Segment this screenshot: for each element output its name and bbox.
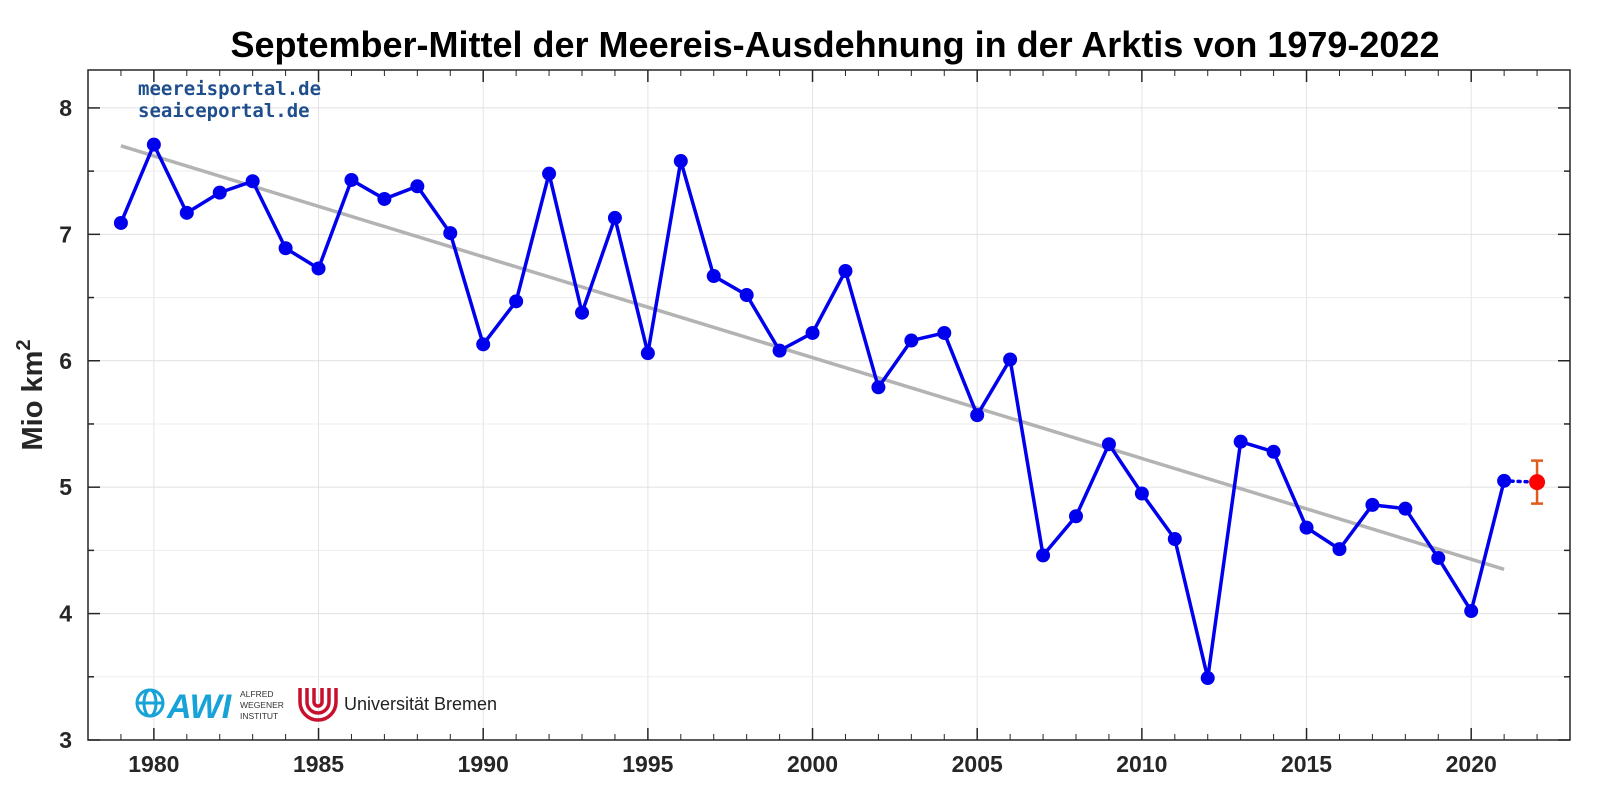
x-tick-label: 1985 [293, 751, 344, 777]
data-point [1332, 542, 1347, 557]
data-point [1200, 671, 1215, 686]
data-point [673, 154, 688, 169]
estimate-2022 [1502, 459, 1546, 505]
y-axis-label-superscript: 2 [13, 339, 35, 350]
y-tick-label: 4 [59, 601, 72, 627]
data-point [871, 380, 886, 395]
data-point [179, 205, 194, 220]
y-tick-label: 3 [59, 727, 72, 753]
data-point [970, 408, 985, 423]
x-tick-label: 2020 [1446, 751, 1497, 777]
data-point [344, 172, 359, 187]
x-tick-label: 2010 [1116, 751, 1167, 777]
awi-name-line3: INSTITUT [240, 711, 278, 721]
trend-line-segment [120, 144, 1505, 572]
data-point [1299, 520, 1314, 535]
data-point [311, 261, 326, 276]
y-tick-label: 6 [59, 348, 72, 374]
data-point [772, 343, 787, 358]
data-point [607, 210, 622, 225]
data-point [1069, 509, 1083, 524]
data-point [1365, 497, 1380, 512]
data-point [410, 179, 425, 194]
data-point [509, 294, 524, 309]
data-point [1003, 352, 1018, 367]
x-tick-label: 1990 [458, 751, 509, 777]
data-point [937, 325, 952, 340]
awi-wordmark: AWI [166, 688, 233, 726]
data-point [805, 325, 820, 340]
data-point [1134, 486, 1149, 501]
x-tick-label: 1980 [128, 751, 179, 777]
axis-ticks [87, 70, 1571, 741]
awi-name-line2: WEGENER [240, 700, 284, 710]
data-point [1036, 548, 1051, 563]
data-point [640, 346, 655, 361]
series-extent [113, 137, 1512, 686]
awi-logo: AWI ALFRED WEGENER INSTITUT [135, 688, 284, 726]
data-point [542, 166, 557, 181]
data-point [212, 185, 227, 200]
data-point [113, 215, 128, 230]
estimate-point [1529, 474, 1546, 491]
awi-globe-icon [135, 688, 165, 718]
awi-name-line1: ALFRED [240, 689, 274, 699]
x-tick-label: 2000 [787, 751, 838, 777]
y-tick-labels: 3 4 5 6 7 8 [59, 95, 72, 753]
y-axis-label: Mio km2 [13, 339, 49, 450]
portal-url-en: seaiceportal.de [138, 100, 310, 122]
trend-line [120, 144, 1505, 572]
y-tick-label: 8 [59, 95, 72, 121]
data-point [1431, 550, 1446, 565]
data-point [146, 137, 161, 152]
x-tick-label: 1995 [622, 751, 673, 777]
portal-url-de: meereisportal.de [138, 78, 321, 100]
data-point [706, 269, 721, 284]
data-point [1233, 434, 1248, 449]
data-point [1398, 501, 1413, 516]
data-point [1266, 444, 1281, 459]
data-point [838, 264, 853, 278]
data-point [1101, 437, 1116, 452]
uni-bremen-name: Universität Bremen [344, 694, 497, 714]
data-point [245, 174, 260, 189]
x-tick-label: 2005 [952, 751, 1003, 777]
data-point [904, 333, 919, 348]
plot-frame [87, 69, 1571, 741]
portal-branding: meereisportal.de seaiceportal.de [138, 78, 321, 122]
grid [88, 70, 1570, 741]
y-tick-label: 5 [59, 474, 72, 500]
data-point [443, 226, 458, 241]
data-point [278, 241, 293, 256]
chart-title: September-Mittel der Meereis-Ausdehnung … [230, 24, 1439, 65]
data-point [1464, 604, 1479, 619]
uni-bremen-logo: Universität Bremen [298, 688, 497, 722]
uni-bremen-emblem-icon [298, 688, 338, 722]
x-tick-labels: 1980 1985 1990 1995 2000 2005 2010 2015 2020 [128, 751, 1497, 777]
data-point [476, 337, 491, 352]
data-point [1167, 532, 1182, 546]
data-point [377, 191, 392, 206]
y-tick-label: 7 [59, 221, 72, 247]
x-tick-label: 2015 [1281, 751, 1332, 777]
data-point [575, 305, 589, 320]
data-point [739, 288, 754, 303]
